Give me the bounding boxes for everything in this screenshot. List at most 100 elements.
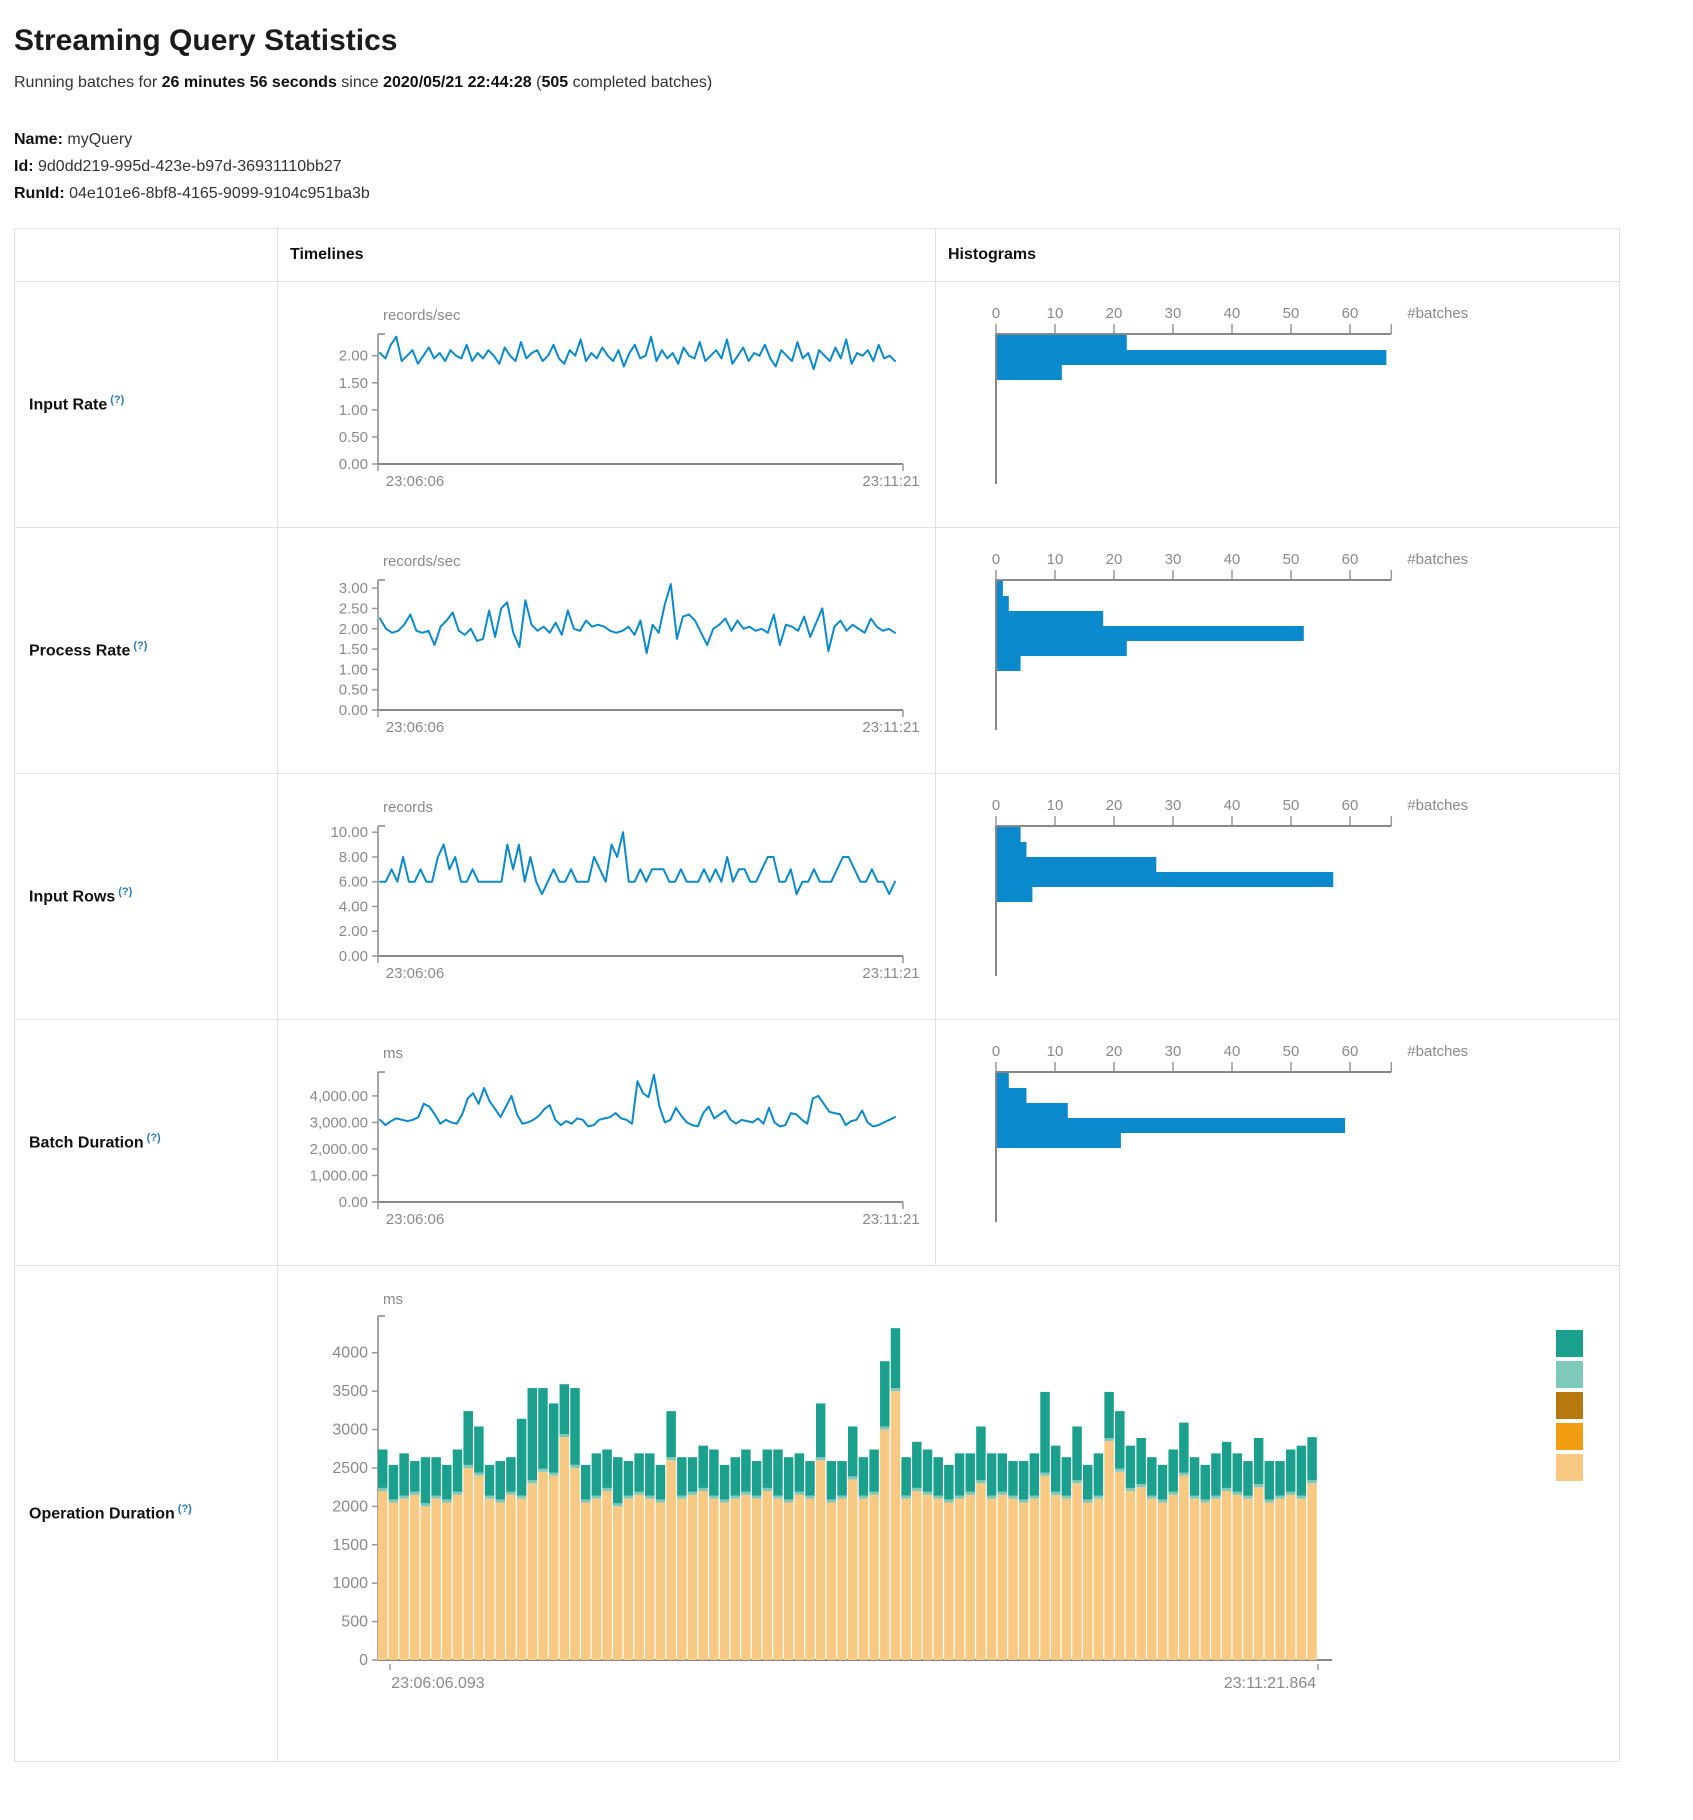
svg-text:50: 50 — [1283, 1043, 1300, 1060]
svg-text:23:06:06: 23:06:06 — [386, 965, 444, 982]
svg-text:40: 40 — [1224, 305, 1241, 322]
svg-text:0.00: 0.00 — [339, 456, 368, 473]
legend-swatch — [1556, 1329, 1583, 1357]
svg-text:ms: ms — [383, 1291, 403, 1308]
svg-text:23:06:06: 23:06:06 — [386, 473, 444, 490]
svg-text:23:06:06: 23:06:06 — [386, 1211, 444, 1228]
svg-text:#batches: #batches — [1407, 797, 1468, 814]
svg-text:#batches: #batches — [1407, 551, 1468, 568]
svg-text:0.50: 0.50 — [339, 681, 368, 698]
input-rows-label: Input Rows (?) — [14, 772, 278, 1020]
table-row: Input Rate (?) records/sec 0.00 0.50 1.00 1.5… — [14, 280, 1620, 528]
svg-text:20: 20 — [1106, 797, 1123, 814]
svg-text:23:11:21: 23:11:21 — [862, 473, 919, 490]
svg-text:0: 0 — [992, 551, 1000, 568]
help-icon[interactable]: (?) — [118, 885, 133, 898]
svg-text:3000: 3000 — [332, 1421, 368, 1438]
query-id-label: Id: — [14, 158, 34, 176]
svg-text:20: 20 — [1106, 551, 1123, 568]
svg-text:#batches: #batches — [1407, 305, 1468, 322]
svg-text:0: 0 — [992, 1043, 1000, 1060]
running-batches-status: Running batches for 26 minutes 56 second… — [14, 74, 713, 91]
histograms-header: Histograms — [935, 227, 1620, 282]
svg-text:60: 60 — [1342, 1043, 1359, 1060]
svg-text:0.00: 0.00 — [339, 1194, 368, 1211]
process-rate-histogram-chart: 0 10 20 30 40 50 60 #batches — [992, 551, 1468, 730]
legend-swatch — [1556, 1360, 1583, 1388]
svg-text:10: 10 — [1047, 797, 1064, 814]
timelines-header: Timelines — [277, 227, 936, 282]
svg-text:10: 10 — [1047, 305, 1064, 322]
batch-duration-timeline-chart: ms 0.00 1,000.00 2,000.00 3,000.00 4,000.00 23… — [310, 1045, 920, 1228]
page-title: Streaming Query Statistics — [14, 24, 398, 57]
input-rate-histogram-chart: 0 10 20 30 40 50 60 #batches — [992, 305, 1468, 484]
legend-swatch — [1556, 1422, 1583, 1450]
svg-text:6.00: 6.00 — [339, 873, 368, 890]
query-id-value: 9d0dd219-995d-423e-b97d-36931110bb27 — [38, 158, 342, 176]
query-runid-value: 04e101e6-8bf8-4165-9099-9104c951ba3b — [69, 185, 370, 203]
svg-text:4.00: 4.00 — [339, 898, 368, 915]
svg-text:40: 40 — [1224, 1043, 1241, 1060]
svg-text:0: 0 — [359, 1652, 368, 1669]
svg-text:50: 50 — [1283, 551, 1300, 568]
help-icon[interactable]: (?) — [110, 393, 125, 406]
svg-text:1.50: 1.50 — [339, 641, 368, 658]
svg-text:23:11:21: 23:11:21 — [862, 965, 919, 982]
table-row: Batch Duration (?) ms 0.00 1,000.00 2,000.00… — [14, 1018, 1620, 1266]
svg-text:60: 60 — [1342, 551, 1359, 568]
svg-text:records/sec: records/sec — [383, 553, 461, 570]
status-batch-count: 505 — [541, 74, 569, 91]
svg-text:23:11:21: 23:11:21 — [862, 1211, 919, 1228]
svg-text:2.50: 2.50 — [339, 600, 368, 617]
svg-text:ms: ms — [383, 1045, 403, 1062]
status-timestamp: 2020/05/21 22:44:28 — [383, 74, 532, 91]
svg-text:30: 30 — [1165, 1043, 1182, 1060]
svg-text:0: 0 — [992, 305, 1000, 322]
svg-text:0.50: 0.50 — [339, 428, 368, 445]
svg-text:2500: 2500 — [332, 1460, 368, 1477]
help-icon[interactable]: (?) — [146, 1131, 161, 1144]
svg-text:60: 60 — [1342, 797, 1359, 814]
svg-text:50: 50 — [1283, 797, 1300, 814]
help-icon[interactable]: (?) — [133, 639, 148, 652]
svg-text:0.00: 0.00 — [339, 702, 368, 719]
query-name-row: Name: myQuery — [14, 126, 1693, 153]
empty-header-cell — [14, 227, 278, 282]
statistics-table: Timelines Histograms Input Rate (?) recor… — [14, 227, 1620, 1762]
batch-duration-label: Batch Duration (?) — [14, 1018, 278, 1266]
status-duration: 26 minutes 56 seconds — [161, 74, 337, 91]
svg-text:30: 30 — [1165, 551, 1182, 568]
query-runid-row: RunId: 04e101e6-8bf8-4165-9099-9104c951b… — [14, 180, 1693, 207]
svg-text:8.00: 8.00 — [339, 849, 368, 866]
table-row: Input Rows (?) records 0.00 2.00 4.00 6.00 8.0… — [14, 772, 1620, 1020]
operation-duration-stacked-chart: ms 0 500 1000 1500 2000 2500 3000 3500 4000 23:06:… — [332, 1291, 1583, 1692]
svg-text:23:11:21.864: 23:11:21.864 — [1224, 1675, 1316, 1692]
svg-text:40: 40 — [1224, 551, 1241, 568]
svg-text:1.00: 1.00 — [339, 401, 368, 418]
svg-text:#batches: #batches — [1407, 1043, 1468, 1060]
svg-text:1000: 1000 — [332, 1575, 368, 1592]
query-name-value: myQuery — [67, 131, 133, 148]
query-runid-label: RunId: — [14, 185, 65, 203]
input-rate-label: Input Rate (?) — [14, 280, 278, 528]
svg-text:4,000.00: 4,000.00 — [310, 1087, 368, 1104]
svg-text:0: 0 — [992, 797, 1000, 814]
table-row: Process Rate (?) records/sec 0.00 0.50 1.00 1… — [14, 526, 1620, 774]
svg-text:4000: 4000 — [332, 1344, 368, 1361]
svg-text:20: 20 — [1106, 305, 1123, 322]
query-metadata: Name: myQuery Id: 9d0dd219-995d-423e-b97… — [14, 126, 1693, 208]
input-rows-timeline-chart: records 0.00 2.00 4.00 6.00 8.00 10.00 23:06:06… — [330, 799, 919, 982]
svg-text:records: records — [383, 799, 433, 816]
help-icon[interactable]: (?) — [177, 1502, 192, 1515]
svg-text:0.00: 0.00 — [339, 948, 368, 965]
svg-text:3,000.00: 3,000.00 — [310, 1114, 368, 1131]
legend-swatch — [1556, 1391, 1583, 1419]
svg-text:10: 10 — [1047, 1043, 1064, 1060]
input-rate-timeline-chart: records/sec 0.00 0.50 1.00 1.50 2.00 23:06:06 2… — [339, 307, 920, 490]
svg-text:1.00: 1.00 — [339, 661, 368, 678]
svg-text:20: 20 — [1106, 1043, 1123, 1060]
legend-swatch — [1556, 1453, 1583, 1481]
query-id-row: Id: 9d0dd219-995d-423e-b97d-36931110bb27 — [14, 153, 1693, 180]
process-rate-timeline-chart: records/sec 0.00 0.50 1.00 1.50 2.00 2.50 3.00 2… — [339, 553, 920, 736]
svg-text:2000: 2000 — [332, 1498, 368, 1515]
